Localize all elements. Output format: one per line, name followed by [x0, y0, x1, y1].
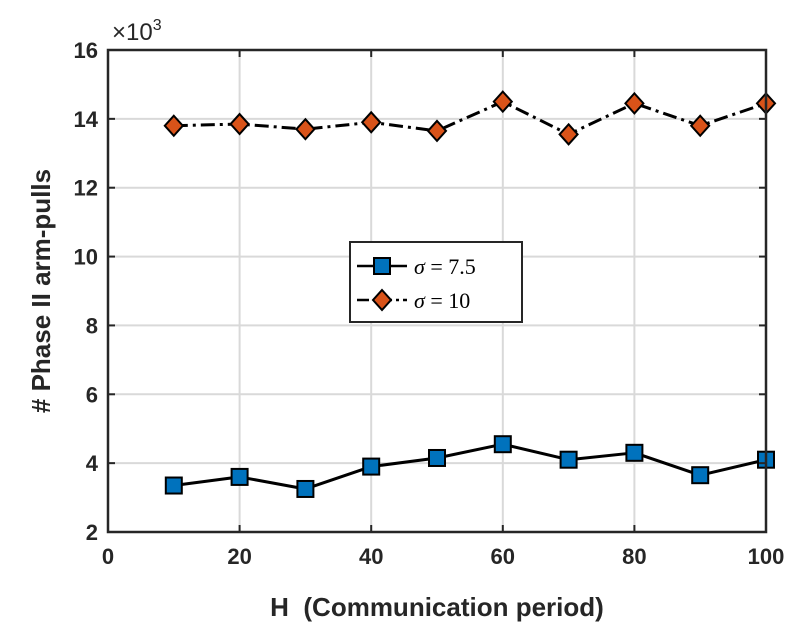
y-tick-label: 14: [74, 107, 99, 132]
legend: σ = 7.5 σ = 10: [349, 241, 523, 323]
series-1: [164, 435, 775, 498]
data-point-square: [493, 435, 512, 454]
x-axis-title: H (Communication period): [270, 592, 604, 622]
legend-marker-square: [373, 257, 391, 275]
legend-label-2: σ = 10: [414, 288, 470, 313]
axes-box: [106, 48, 768, 534]
y-tick-label: 16: [74, 38, 98, 63]
x-tick-label: 0: [102, 544, 114, 569]
data-point-diamond: [229, 112, 250, 136]
legend-box: [349, 241, 523, 323]
x-tick-label: 100: [748, 544, 785, 569]
legend-marker-diamond: [371, 288, 393, 312]
y-tick-label: 6: [86, 382, 98, 407]
y-tick-label: 12: [74, 176, 98, 201]
y-multiplier: ×103: [112, 17, 162, 46]
data-point-diamond: [689, 114, 711, 138]
data-point-square: [230, 467, 249, 486]
data-point-square: [691, 466, 710, 485]
y-tick-label: 4: [86, 451, 99, 476]
data-point-diamond: [624, 91, 645, 115]
y-multiplier-exp: 3: [153, 17, 162, 34]
legend-entry-2: σ = 10: [357, 288, 470, 313]
series-line: [173, 442, 767, 491]
series-line: [173, 100, 767, 136]
data-point-square: [164, 476, 183, 495]
data-point-diamond: [163, 114, 185, 138]
x-tick-label: 40: [359, 544, 383, 569]
data-point-square: [362, 457, 381, 476]
data-point-diamond: [360, 110, 382, 134]
x-tick-label: 20: [227, 544, 251, 569]
data-point-square: [625, 443, 644, 462]
y-tick-label: 8: [86, 313, 98, 338]
y-tick-label: 2: [86, 520, 98, 545]
y-axis-title: # Phase II arm-pulls: [26, 169, 56, 413]
data-point-diamond: [426, 119, 448, 143]
y-tick-label: 10: [74, 245, 98, 270]
plot-series: [163, 90, 777, 498]
legend-entry-1: σ = 7.5: [357, 254, 476, 279]
data-point-diamond: [295, 117, 316, 141]
data-point-diamond: [492, 90, 514, 114]
x-tick-label: 80: [622, 544, 646, 569]
x-tick-label: 60: [491, 544, 515, 569]
series-2: [163, 90, 777, 146]
data-point-square: [428, 448, 446, 467]
data-point-square: [296, 479, 315, 498]
ticks: 0 20 40 60 80 100 2 4 6 8 10 12 14 16: [74, 38, 785, 569]
legend-label-1: σ = 7.5: [414, 254, 476, 279]
y-multiplier-base: ×10: [112, 19, 153, 46]
data-point-square: [559, 450, 578, 469]
data-point-diamond: [558, 122, 579, 146]
